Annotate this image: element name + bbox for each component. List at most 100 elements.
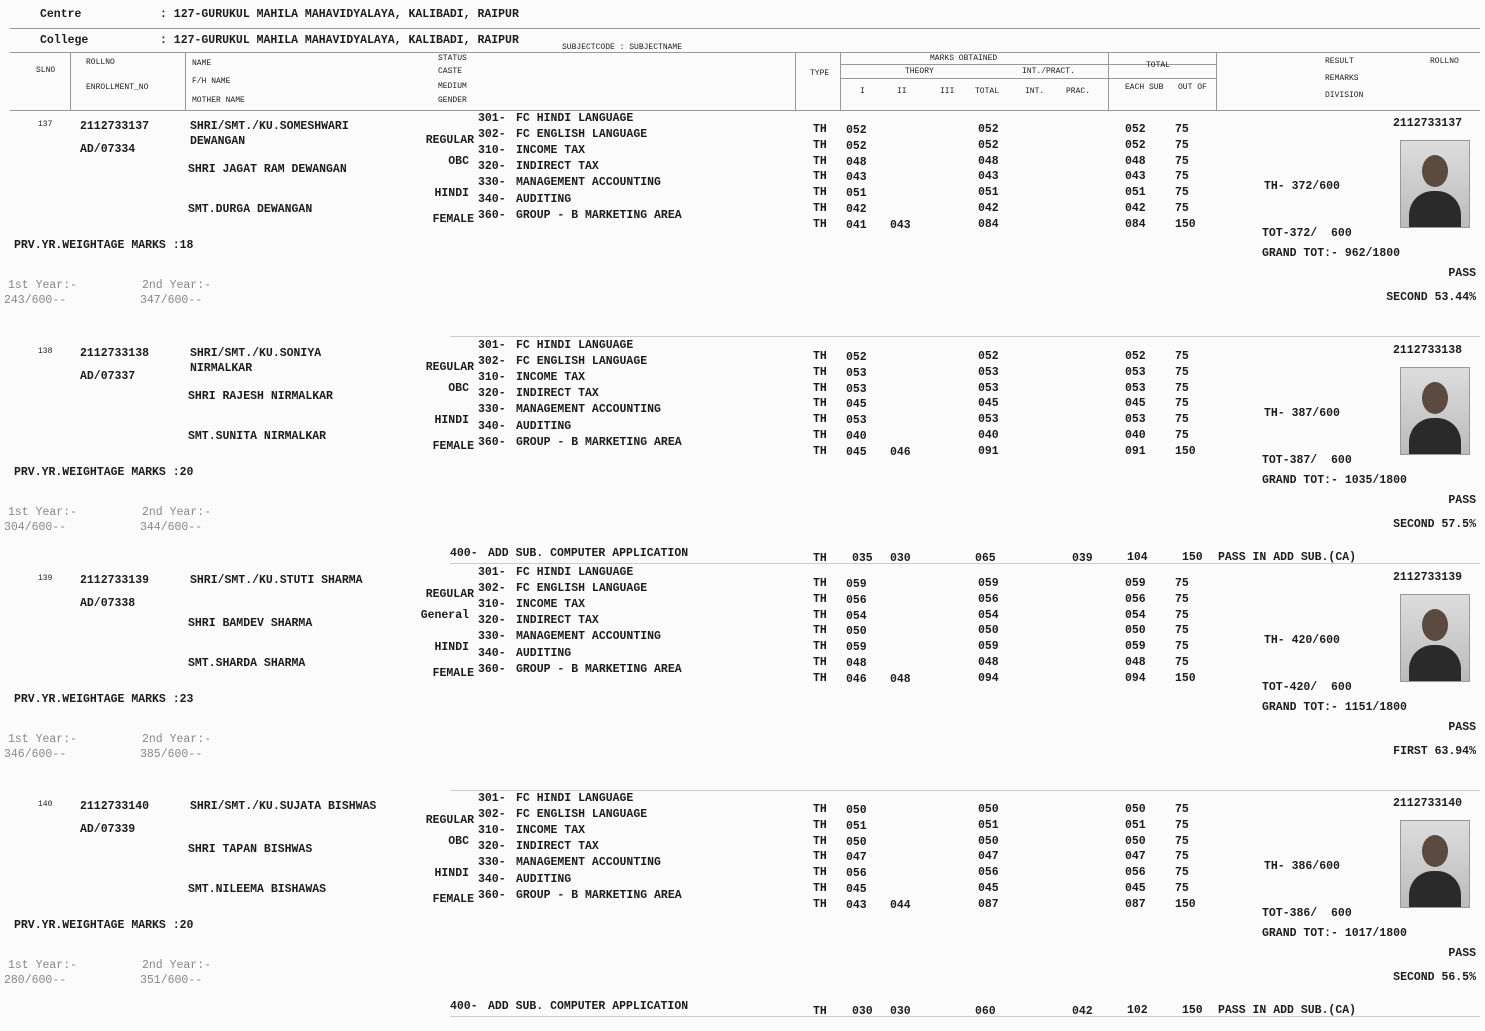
theory-marks: 030 <box>852 1005 873 1018</box>
rule <box>70 52 71 110</box>
column-header: STATUS <box>438 54 467 63</box>
rule <box>840 52 841 110</box>
exam-type: TH <box>813 803 827 816</box>
theory-total: 052 <box>978 123 999 136</box>
column-header: II <box>897 87 907 96</box>
roll-number: 2112733138 <box>1392 344 1462 357</box>
subject-code: 310- <box>478 371 506 385</box>
column-header: F/H NAME <box>192 77 231 86</box>
subject-code: 320- <box>478 160 506 174</box>
subject-code: 330- <box>478 403 506 417</box>
max-marks: 75 <box>1175 186 1189 200</box>
theory-total: 059 <box>978 577 999 590</box>
gender: FEMALE <box>432 213 474 226</box>
theory-total: 087 <box>978 897 999 911</box>
weightage-marks: PRV.YR.WEIGHTAGE MARKS :23 <box>14 693 194 706</box>
subject-total: 050 <box>1125 803 1146 816</box>
theory-marks: 050 <box>846 835 867 849</box>
column-header: THEORY <box>905 67 934 76</box>
total-marks: TOT-372/ 600 <box>1262 227 1352 240</box>
subject-code: 301- <box>478 339 506 352</box>
student-name: DEWANGAN <box>190 135 246 148</box>
subject-name: GROUP - B MARKETING AREA <box>516 662 682 676</box>
theory-total: 050 <box>978 624 999 638</box>
exam-type: TH <box>813 577 827 590</box>
year-label: 1st Year:- <box>8 733 78 746</box>
max-marks: 150 <box>1175 671 1196 685</box>
internal-marks: 042 <box>1072 1005 1093 1018</box>
subject-code: 340- <box>478 419 506 433</box>
max-marks: 75 <box>1175 882 1189 895</box>
roll-number: 2112733139 <box>1392 571 1462 584</box>
student-photo <box>1400 140 1470 228</box>
grand-total: GRAND TOT:- 1017/1800 <box>1262 927 1407 940</box>
column-header: OUT OF <box>1178 83 1207 92</box>
subject-name: GROUP - B MARKETING AREA <box>516 888 682 902</box>
subject-code: 360- <box>478 662 506 676</box>
max-marks: 75 <box>1175 397 1189 411</box>
exam-type: TH <box>813 850 827 864</box>
student-name: SHRI/SMT./KU.SOMESHWARI <box>190 120 349 133</box>
subject-total: 045 <box>1125 882 1146 895</box>
subject-name: GROUP - B MARKETING AREA <box>516 208 682 222</box>
max-marks: 75 <box>1175 850 1189 864</box>
year-marks: 385/600-- <box>140 748 203 761</box>
subject-total: 047 <box>1125 850 1146 864</box>
subject-code: 400- <box>450 1000 478 1013</box>
theory-marks: 050 <box>846 625 867 639</box>
theory-total: 056 <box>978 592 999 606</box>
exam-type: TH <box>813 365 827 379</box>
subject-total: 091 <box>1125 444 1146 458</box>
subject-name: AUDITING <box>516 646 572 660</box>
theory-aggregate: TH- 420/600 <box>1264 634 1340 647</box>
theory-total: 045 <box>978 882 999 895</box>
exam-type: TH <box>813 429 827 442</box>
theory-total: 045 <box>978 397 999 411</box>
max-marks: 75 <box>1175 866 1189 880</box>
gender: FEMALE <box>432 667 474 680</box>
subject-code: 302- <box>478 808 506 822</box>
theory-total: 040 <box>978 429 999 442</box>
subject-total: 052 <box>1125 123 1146 136</box>
max-marks: 75 <box>1175 350 1189 363</box>
subject-name: MANAGEMENT ACCOUNTING <box>516 176 661 190</box>
total-marks: TOT-387/ 600 <box>1262 454 1352 467</box>
theory-total: 051 <box>978 186 999 200</box>
mother-name: SMT.NILEEMA BISHAWAS <box>188 883 327 896</box>
exam-type: TH <box>813 123 827 136</box>
exam-type: TH <box>813 834 827 848</box>
theory-total: 051 <box>978 818 999 832</box>
column-header: TOTAL <box>975 87 1000 96</box>
rule <box>1108 78 1216 79</box>
enrollment-number: AD/07338 <box>80 597 136 610</box>
subject-code: 302- <box>478 355 506 369</box>
theory-aggregate: TH- 387/600 <box>1264 407 1340 420</box>
subject-name: FC HINDI LANGUAGE <box>516 792 634 805</box>
column-header: MARKS OBTAINED <box>930 54 998 63</box>
max-marks: 75 <box>1175 154 1189 168</box>
result: PASS <box>1448 494 1476 507</box>
division: SECOND 57.5% <box>1393 518 1476 531</box>
photo-body <box>1409 418 1461 454</box>
subject-total: 040 <box>1125 429 1146 442</box>
subject-total: 059 <box>1125 640 1146 654</box>
subject-code: 301- <box>478 112 506 125</box>
theory-total: 047 <box>978 850 999 864</box>
medium: HINDI <box>434 867 469 880</box>
subject-code: 360- <box>478 888 506 902</box>
subject-code: 320- <box>478 614 506 628</box>
student-name: SHRI/SMT./KU.SONIYA <box>190 347 322 360</box>
student-name: NIRMALKAR <box>190 362 253 375</box>
exam-type: TH <box>813 592 827 606</box>
serial-number: 139 <box>38 574 53 583</box>
theory-total: 053 <box>978 381 999 395</box>
theory-marks: 043 <box>846 171 867 185</box>
theory-marks: 045 <box>846 445 867 459</box>
subject-name: AUDITING <box>516 419 572 433</box>
max-marks: 150 <box>1182 1004 1203 1017</box>
gender: FEMALE <box>432 440 474 453</box>
max-marks: 75 <box>1175 640 1189 654</box>
medium: HINDI <box>434 187 469 200</box>
serial-number: 137 <box>38 120 53 129</box>
